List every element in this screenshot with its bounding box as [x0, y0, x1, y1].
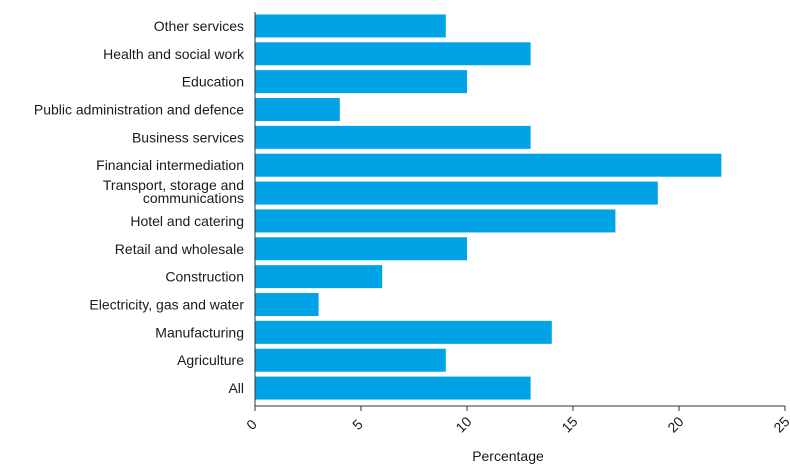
category-label-5: Financial intermediation: [96, 157, 244, 173]
bar-7: [255, 209, 616, 233]
x-tick-label-0: 0: [243, 416, 260, 433]
bar-13: [255, 376, 531, 400]
x-axis-ticks: 0 5 10 15 20 25: [243, 406, 790, 436]
bar-4: [255, 125, 531, 149]
bar-8: [255, 237, 467, 261]
category-label-11: Manufacturing: [155, 324, 244, 340]
category-label-4: Business services: [132, 129, 244, 145]
x-tick-label-2: 10: [452, 413, 474, 435]
bar-12: [255, 348, 446, 372]
x-tick-label-5: 25: [770, 413, 790, 435]
category-label-9: Construction: [165, 269, 244, 285]
bar-11: [255, 320, 552, 344]
bar-3: [255, 98, 340, 121]
bar-9: [255, 265, 383, 289]
category-label-3: Public administration and defence: [34, 102, 244, 118]
x-tick-label-3: 15: [558, 413, 580, 435]
x-tick-label-1: 5: [349, 416, 366, 433]
bar-1: [255, 42, 531, 66]
bar-10: [255, 293, 319, 316]
category-label-2: Education: [182, 74, 244, 90]
bar-2: [255, 70, 467, 94]
category-label-0: Other services: [154, 18, 244, 34]
category-label-8: Retail and wholesale: [115, 241, 244, 257]
category-label-10: Electricity, gas and water: [89, 297, 244, 313]
bar-5: [255, 153, 722, 177]
category-label-13: All: [228, 380, 244, 396]
bars-layer: [255, 14, 722, 400]
bar-6: [255, 181, 658, 205]
category-label-12: Agriculture: [177, 352, 244, 368]
bar-0: [255, 14, 446, 38]
category-label-6: Transport, storage and communications: [103, 177, 244, 206]
category-label-7: Hotel and catering: [130, 213, 244, 229]
x-tick-label-4: 20: [664, 413, 686, 435]
category-label-1: Health and social work: [103, 46, 245, 62]
category-labels: Other services Health and social work Educ…: [34, 18, 245, 396]
x-axis-title: Percentage: [472, 448, 544, 464]
